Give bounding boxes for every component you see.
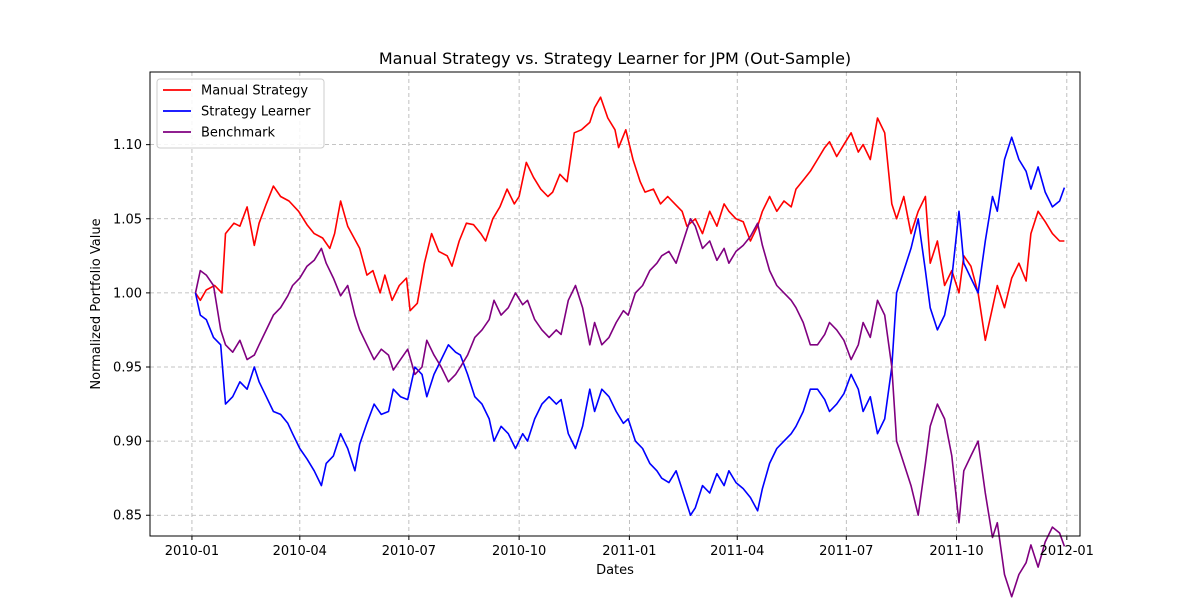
legend-label: Manual Strategy xyxy=(201,84,308,99)
series-line-strategy-learner xyxy=(194,136,1066,517)
y-tick-label: 1.10 xyxy=(113,138,142,153)
plot-area xyxy=(149,71,1081,598)
legend: Manual Strategy Strategy Learner Benchmark xyxy=(156,78,325,149)
series-line-manual-strategy xyxy=(194,96,1065,342)
x-tick-label: 2011-01 xyxy=(602,544,656,559)
chart-title: Manual Strategy vs. Strategy Learner for… xyxy=(379,49,851,68)
grid xyxy=(150,72,1080,536)
x-tick-label: 2011-07 xyxy=(819,544,873,559)
legend-box xyxy=(156,78,325,149)
x-axis-label: Dates xyxy=(596,563,634,578)
y-tick-label: 0.90 xyxy=(113,435,142,450)
x-tick-label: 2010-10 xyxy=(492,544,546,559)
x-tick-label: 2011-04 xyxy=(710,544,764,559)
x-tick-label: 2010-01 xyxy=(165,544,219,559)
x-axis: 2010-01 2010-04 2010-07 2010-10 2011-01 2011-… xyxy=(165,536,1094,559)
series-line-benchmark xyxy=(194,218,1066,598)
x-tick-label: 2010-04 xyxy=(273,544,327,559)
x-tick-label: 2011-10 xyxy=(929,544,983,559)
x-tick-label: 2010-07 xyxy=(382,544,436,559)
series-lines xyxy=(194,96,1066,598)
y-tick-label: 1.05 xyxy=(113,212,142,227)
y-tick-label: 0.95 xyxy=(113,361,142,376)
x-tick-label: 2012-01 xyxy=(1040,544,1094,559)
y-axis-label: Normalized Portfolio Value xyxy=(89,218,104,389)
plot-frame xyxy=(149,71,1081,537)
y-tick-label: 0.85 xyxy=(113,509,142,524)
legend-label: Strategy Learner xyxy=(201,105,311,120)
legend-label: Benchmark xyxy=(201,126,276,141)
y-axis: 0.85 0.90 0.95 1.00 1.05 1.10 xyxy=(113,138,150,524)
y-tick-label: 1.00 xyxy=(113,286,142,301)
